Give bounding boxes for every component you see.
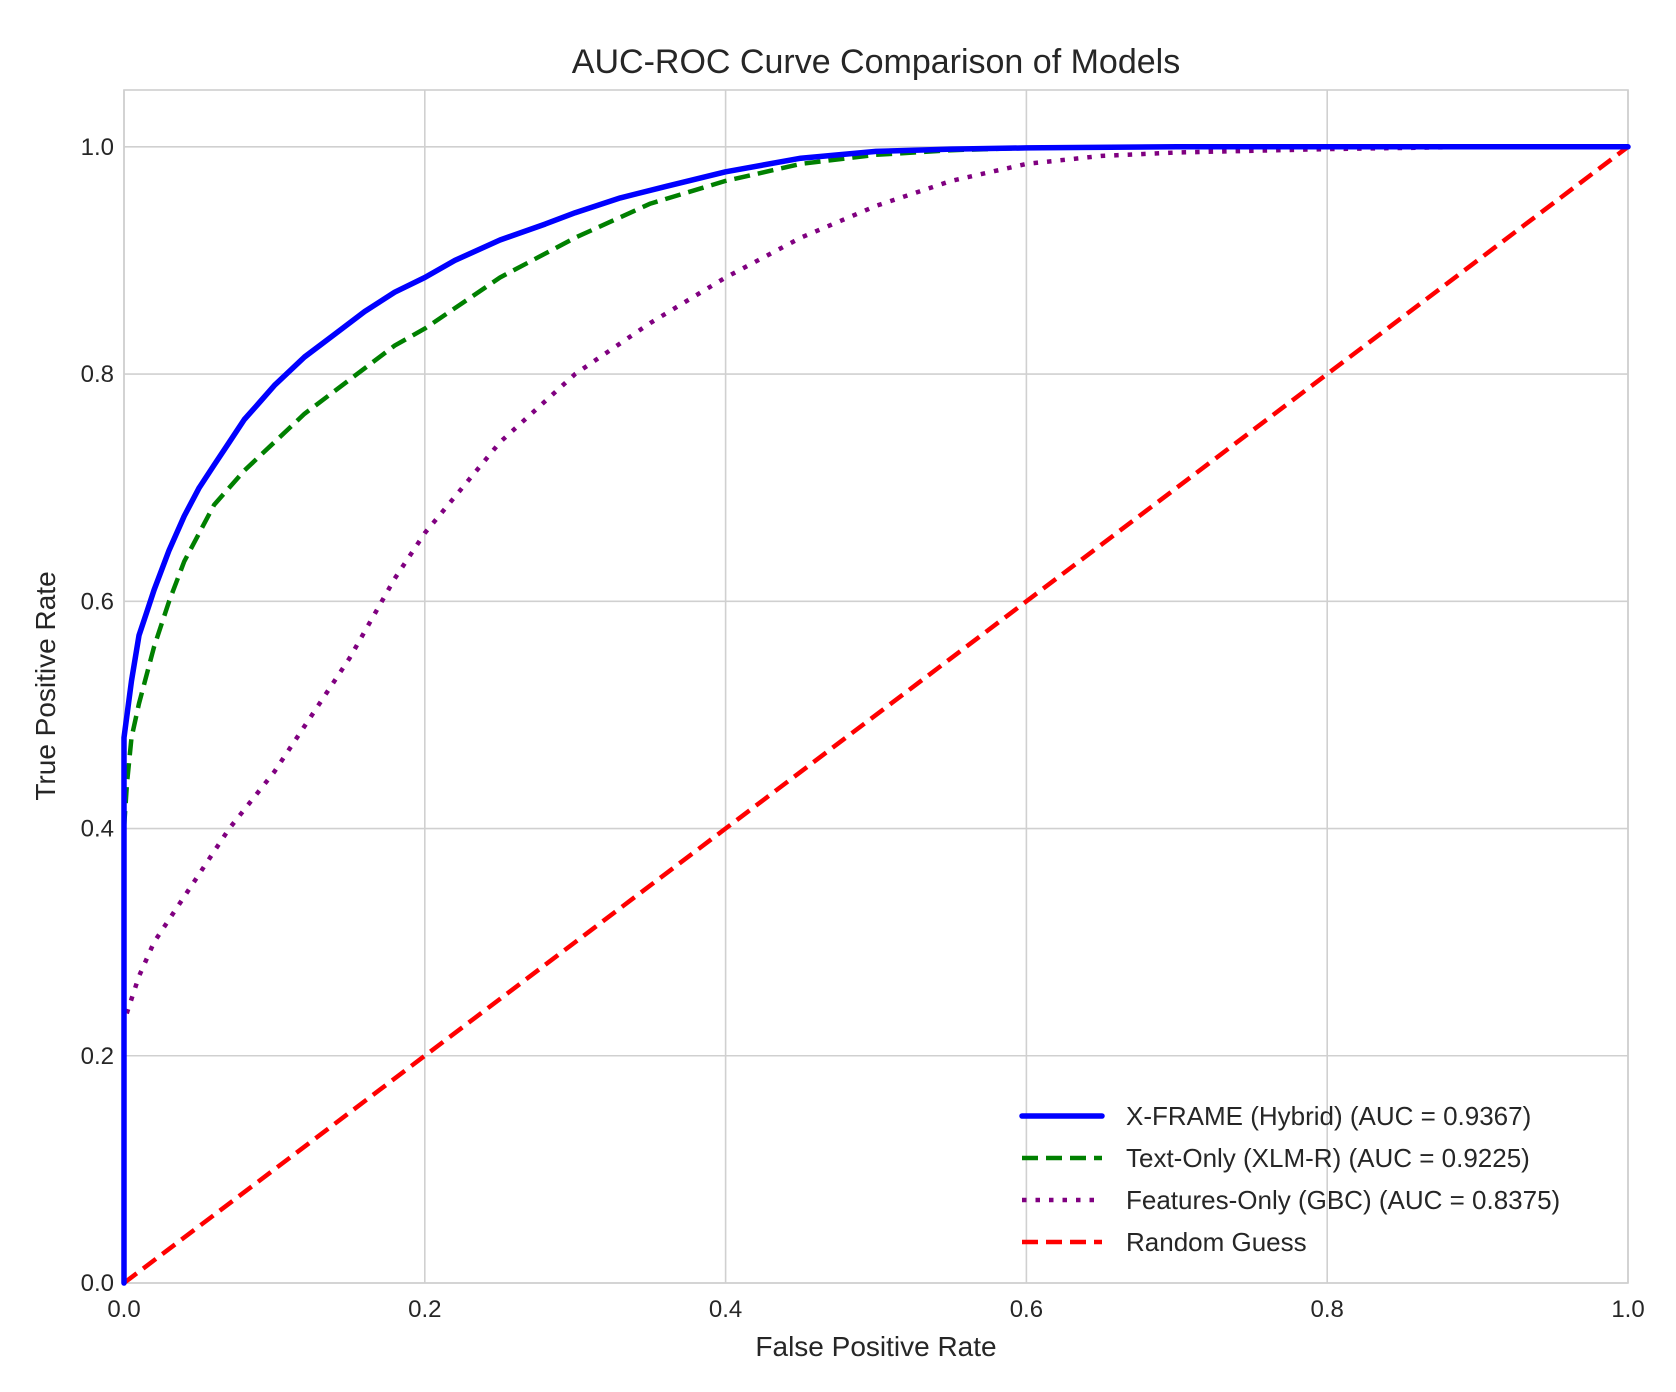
- legend-label: Text-Only (XLM-R) (AUC = 0.9225): [1126, 1143, 1530, 1173]
- plot-area-frame: [123, 89, 1629, 1284]
- legend-label: X-FRAME (Hybrid) (AUC = 0.9367): [1126, 1101, 1531, 1131]
- x-tick-label: 0.8: [1311, 1296, 1344, 1323]
- y-tick-label: 0.4: [81, 816, 114, 843]
- series-line-3: [122, 145, 1630, 1285]
- series-line-2: [121, 144, 1628, 1283]
- series-line-1: [121, 144, 1628, 1283]
- y-tick-label: 0.2: [81, 1043, 114, 1070]
- series-layer: [121, 144, 1631, 1286]
- legend: X-FRAME (Hybrid) (AUC = 0.9367) Text-Only…: [1019, 1101, 1560, 1257]
- x-axis-label: False Positive Rate: [755, 1331, 996, 1362]
- x-tick-label: 1.0: [1611, 1296, 1644, 1323]
- y-tick-label: 0.0: [81, 1270, 114, 1297]
- x-tick-label: 0.0: [107, 1296, 140, 1323]
- tick-labels: 0.0 0.2 0.4 0.6 0.8 1.0 0.0 0.2 0.4 0.6 0.8 1.0: [81, 134, 1645, 1323]
- y-tick-label: 0.8: [81, 361, 114, 388]
- x-tick-label: 0.4: [709, 1296, 742, 1323]
- legend-label: Features-Only (GBC) (AUC = 0.8375): [1126, 1185, 1560, 1215]
- x-tick-label: 0.2: [408, 1296, 441, 1323]
- y-axis-label: True Positive Rate: [30, 571, 61, 800]
- chart-title: AUC-ROC Curve Comparison of Models: [572, 43, 1180, 81]
- legend-label: Random Guess: [1126, 1227, 1307, 1257]
- y-tick-label: 1.0: [81, 134, 114, 161]
- x-tick-label: 0.6: [1010, 1296, 1043, 1323]
- y-tick-label: 0.6: [81, 588, 114, 615]
- series-line-0: [121, 144, 1631, 1286]
